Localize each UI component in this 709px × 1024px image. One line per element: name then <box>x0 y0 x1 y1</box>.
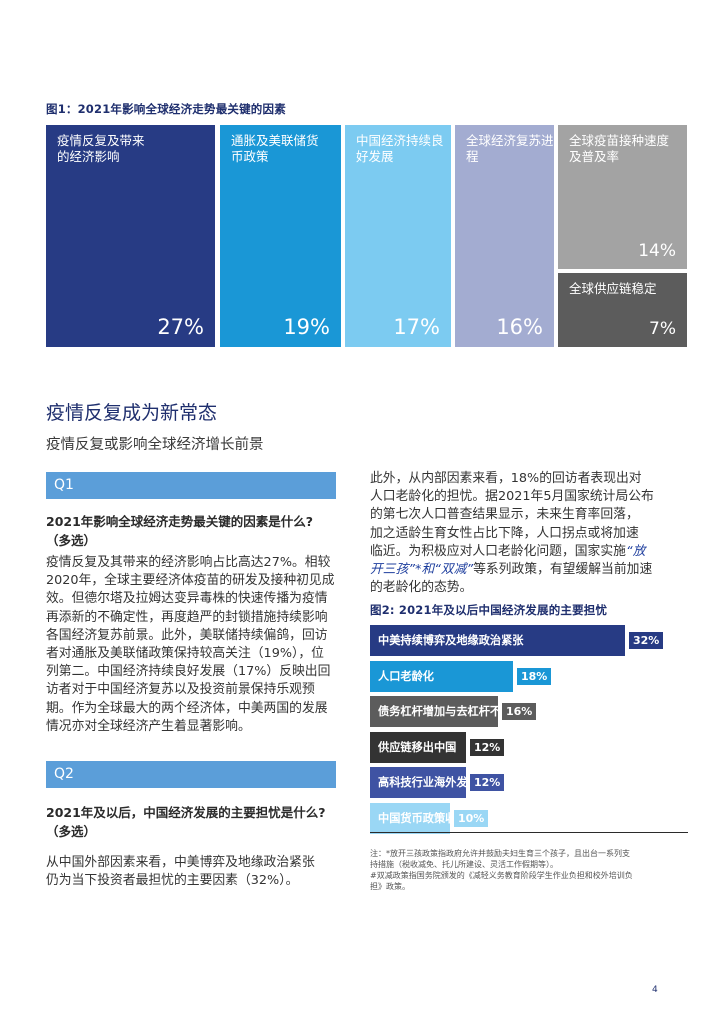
tile-label: 中国经济持续良好发展 <box>356 133 444 164</box>
bar-value-label: 18% <box>517 668 552 685</box>
q1-body-line: 再添新的不确定性，再度趋严的封锁措施持续影响 <box>46 609 328 625</box>
page-number: 4 <box>652 985 658 995</box>
tile-label: 通胀及美联储货币政策 <box>231 133 319 164</box>
right-body-line: 的第七次人口普查结果显示，未来生育率回落， <box>370 507 639 523</box>
fig2-title: 图2: 2021年及以后中国经济发展的主要担忧 <box>370 603 608 617</box>
treemap-tile: 中国经济持续良好发展 17% <box>345 125 451 347</box>
q1-tag: Q1 <box>46 472 336 499</box>
q1-body-line: 者对通胀及美联储政策保持较高关注（19%），位 <box>46 646 324 662</box>
right-body-text: 临近。为积极应对人口老龄化问题，国家实施 <box>370 543 626 559</box>
bar-value-label: 12% <box>470 774 505 791</box>
note-line: 注：*放开三孩政策指政府允许并鼓励夫妇生育三个孩子，且出台一系列支 <box>370 849 630 858</box>
treemap-tile: 全球疫苗接种速度及普及率 14% <box>558 125 687 269</box>
q2-question: 2021年及以后，中国经济发展的主要担忧是什么? （多选） <box>46 803 326 841</box>
bar: 人口老龄化 <box>370 661 513 692</box>
fig2-notes: 注：*放开三孩政策指政府允许并鼓励夫妇生育三个孩子，且出台一系列支 持措施（税收… <box>370 848 692 892</box>
tile-value: 27% <box>157 315 204 339</box>
section-subtitle: 疫情反复或影响全球经济增长前景 <box>46 437 264 453</box>
tile-label: 全球经济复苏进程 <box>466 133 554 164</box>
bar-value-label: 16% <box>502 703 537 720</box>
q1-body-line: 效。但德尔塔及拉姆达变异毒株的快速传播为疫情 <box>46 591 328 607</box>
bar: 中美持续博弈及地缘政治紧张 <box>370 625 625 656</box>
bar: 债务杠杆增加与去杠杆不力 <box>370 696 512 727</box>
bar-value-label: 12% <box>470 739 505 756</box>
tile-value: 7% <box>649 319 676 339</box>
treemap-tile: 全球经济复苏进程 16% <box>455 125 554 347</box>
tile-value: 14% <box>638 241 676 261</box>
q1-body-line: 各国经济复苏前景。此外，美联储持续偏鸽，回访 <box>46 627 328 643</box>
q2-question-line: （多选） <box>46 824 97 839</box>
q2-body-line: 仍为当下投资者最担忧的主要因素（32%）。 <box>46 873 299 889</box>
q1-body-line: 情况亦对全球经济产生着显著影响。 <box>46 718 251 734</box>
right-body-line: 的老龄化的态势。 <box>370 580 473 596</box>
right-body-line: 人口老龄化的担忧。据2021年5月国家统计局公布 <box>370 489 654 505</box>
right-body-text: 等系列政策，有望缓解当前加速 <box>473 562 653 578</box>
section-title: 疫情反复成为新常态 <box>46 402 218 424</box>
policy-highlight: 开三孩”*和“双减” <box>370 562 474 578</box>
right-body-line: 加之适龄生育女性占比下降，人口拐点或将加速 <box>370 525 639 541</box>
bar-value-label: 32% <box>629 632 664 649</box>
right-body-line: 此外，从内部因素来看，18%的回访者表现出对 <box>370 471 642 486</box>
note-line: 担》政策。 <box>370 882 410 891</box>
treemap-tile: 疫情反复及带来的经济影响 27% <box>46 125 215 347</box>
q2-tag: Q2 <box>46 761 336 788</box>
note-line: #双减政策指国务院颁发的《减轻义务教育阶段学生作业负担和校外培训负 <box>370 871 633 880</box>
right-body-line: 开三孩”*和“双减”等系列政策，有望缓解当前加速 <box>370 561 688 579</box>
q2-body: 从中国外部因素来看，中美博弈及地缘政治紧张 仍为当下投资者最担忧的主要因素（32… <box>46 854 346 890</box>
q1-question: 2021年影响全球经济走势最关键的因素是什么? （多选） <box>46 512 313 550</box>
bar: 中国货币政策收紧 <box>370 803 468 834</box>
fig1-title: 图1：2021年影响全球经济走势最关键的因素 <box>46 102 286 116</box>
note-line: 持措施（税收减免、托儿所建设、灵活工作假期等）。 <box>370 860 558 869</box>
q1-body-line: 2020年，全球主要经济体疫苗的研发及接种初见成 <box>46 573 335 589</box>
tile-label: 全球疫苗接种速度及普及率 <box>569 133 670 164</box>
q1-question-line: （多选） <box>46 533 97 548</box>
tile-value: 19% <box>283 315 330 339</box>
q1-body-line: 列第二。中国经济持续良好发展（17%）反映出回 <box>46 664 331 680</box>
q1-body: 疫情反复及其带来的经济影响占比高达27%。相较 2020年，全球主要经济体疫苗的… <box>46 554 346 736</box>
bar: 供应链移出中国 <box>370 732 466 763</box>
fig2-divider <box>370 832 688 833</box>
policy-highlight: “放 <box>625 543 646 559</box>
q1-body-line: 期。作为全球最大的两个经济体，中美两国的发展 <box>46 700 328 716</box>
treemap-tile: 通胀及美联储货币政策 19% <box>220 125 341 347</box>
right-body-line: 临近。为积极应对人口老龄化问题，国家实施“放 <box>370 543 688 561</box>
tile-value: 16% <box>496 315 543 339</box>
q2-body-line: 从中国外部因素来看，中美博弈及地缘政治紧张 <box>46 855 315 870</box>
q1-question-line: 2021年影响全球经济走势最关键的因素是什么? <box>46 514 314 529</box>
q2-question-line: 2021年及以后，中国经济发展的主要担忧是什么? <box>46 805 326 820</box>
tile-label: 全球供应链稳定 <box>569 281 657 296</box>
bar: 高科技行业海外发展壁垒 <box>370 767 501 798</box>
q1-body-line: 疫情反复及其带来的经济影响占比高达27%。相较 <box>46 555 331 570</box>
tile-value: 17% <box>393 315 440 339</box>
tile-label: 疫情反复及带来的经济影响 <box>57 133 145 164</box>
treemap-tile: 全球供应链稳定 7% <box>558 273 687 347</box>
right-column-body: 此外，从内部因素来看，18%的回访者表现出对 人口老龄化的担忧。据2021年5月… <box>370 470 688 597</box>
q1-body-line: 访者对于中国经济复苏以及投资前景保持乐观预 <box>46 682 315 698</box>
bar-value-label: 10% <box>454 810 489 827</box>
